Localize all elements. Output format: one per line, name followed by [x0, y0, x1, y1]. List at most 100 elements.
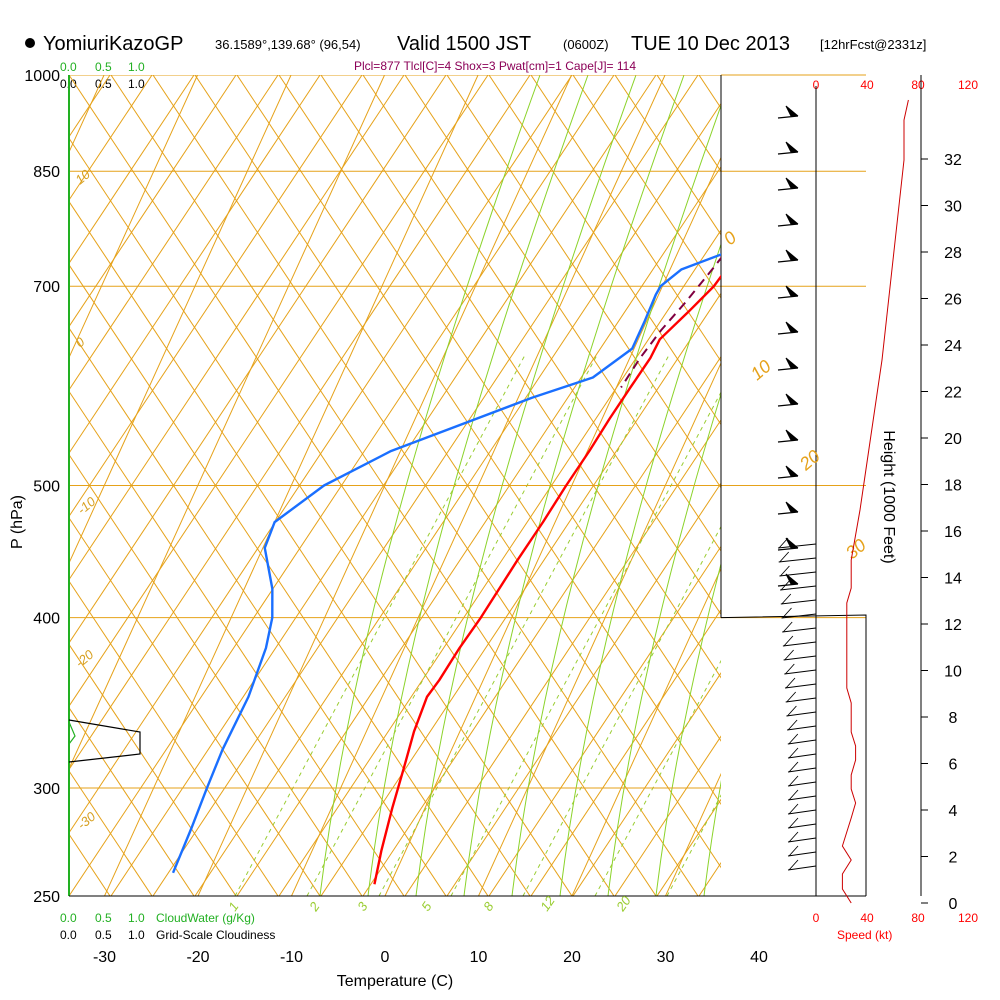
dry-adiabat-line [488, 75, 721, 426]
mixing-ratio-line [306, 354, 598, 896]
mixing-ratio-line [450, 391, 721, 896]
wind-barb-flag [785, 285, 799, 297]
mixing-ratio-label: 8 [480, 899, 497, 914]
dry-adiabat-label: 20 [795, 446, 824, 475]
isotherm-line [69, 75, 199, 359]
pressure-tick-label: 500 [33, 479, 60, 496]
station-coords: 36.1589°,139.68° (96,54) [215, 37, 361, 52]
wind-barb-flag [785, 393, 799, 405]
cloudwater-bottom-tick: 0.0 [60, 911, 77, 925]
y-axis-title: P (hPa) [9, 495, 26, 549]
wind-barb-flag [788, 733, 799, 745]
dry-adiabat-label: 30 [842, 535, 870, 563]
height-tick-label: 8 [949, 710, 958, 727]
plot-frame [68, 74, 922, 897]
wind-barb-shaft [780, 585, 817, 591]
cloudiness-bottom-tick: 1.0 [128, 928, 145, 942]
wind-barb-flag [785, 429, 799, 441]
wind-barb-flag [780, 579, 791, 591]
temperature-tick-label: 20 [563, 949, 581, 966]
dry-adiabat-label: -10 [74, 493, 99, 517]
wind-barb-flag [785, 105, 799, 117]
mixing-ratio-label: 3 [354, 899, 371, 914]
height-tick-label: 4 [949, 803, 958, 820]
wind-barb-flag [780, 565, 790, 577]
temperature-tick-label: -30 [93, 949, 116, 966]
wind-barbs [777, 99, 909, 904]
cloud-scale-bottom: 0.0 0.5 1.0 CloudWater (g/Kg) 0.0 0.5 1.… [60, 911, 275, 942]
height-axis-title: Height (1000 Feet) [880, 430, 897, 563]
forecast-label: [12hrFcst@2331z] [820, 37, 926, 52]
wind-barb-flag [778, 537, 789, 549]
wind-barb-flag [788, 817, 799, 829]
wind-barb-shaft [784, 683, 817, 689]
cloudwater-top-tick: 0.5 [95, 60, 112, 74]
wind-barb-shaft [787, 865, 817, 871]
wind-barb-shaft [782, 641, 817, 647]
wind-barb-flag [788, 831, 799, 843]
speed-top-tick: 40 [860, 78, 874, 92]
dry-adiabat-line [530, 608, 721, 896]
mixing-ratio-label: 2 [306, 899, 323, 915]
speed-bottom-tick: 80 [911, 911, 925, 925]
height-tick-label: 0 [949, 896, 958, 913]
chart-header: YomiuriKazoGP 36.1589°,139.68° (96,54) V… [25, 33, 926, 73]
wind-barb-flag [788, 859, 799, 871]
wind-barb-shaft [784, 669, 817, 675]
cloudiness-profile [68, 719, 141, 763]
wind-barb-shaft [787, 823, 817, 829]
wind-barb-flag [781, 593, 792, 605]
height-tick-label: 12 [944, 617, 962, 634]
speed-bottom-tick: 40 [860, 911, 874, 925]
temperature-tick-label: -10 [280, 949, 303, 966]
dry-adiabat-line [69, 706, 195, 896]
wind-barb-shaft [777, 259, 799, 263]
temperature-tick-label: 0 [381, 949, 390, 966]
pressure-tick-label: 1000 [24, 68, 60, 85]
height-tick-label: 2 [949, 850, 958, 867]
isotherm-line [571, 567, 721, 896]
mixing-ratio-line [378, 354, 670, 896]
wind-barb-flag [783, 635, 794, 647]
wind-barb-flag [785, 501, 799, 513]
wind-barb-shaft [778, 557, 817, 563]
isotherm-line [853, 75, 1000, 896]
pressure-tick-label: 300 [33, 781, 60, 798]
pressure-tick-label: 400 [33, 611, 60, 628]
wind-barb-shaft [783, 655, 817, 661]
wind-barb-shaft [777, 475, 799, 479]
height-tick-label: 30 [944, 199, 962, 216]
wind-barb-shaft [781, 613, 817, 619]
cloudwater-label: CloudWater (g/Kg) [156, 911, 255, 925]
wind-barb-shaft [786, 711, 817, 717]
wind-barb-flag [784, 649, 794, 661]
wind-barb-shaft [777, 583, 799, 587]
wind-barb-shaft [777, 547, 799, 551]
cloudwater-bottom-tick: 0.5 [95, 911, 112, 925]
dry-adiabat-label: 10 [747, 356, 775, 384]
station-name: YomiuriKazoGP [43, 33, 183, 55]
speed-bottom-tick: 120 [958, 911, 978, 925]
wind-barb-shaft [777, 367, 799, 371]
speed-top-tick: 80 [911, 78, 925, 92]
temperature-line [373, 274, 721, 885]
cloudiness-top-tick: 1.0 [128, 77, 145, 91]
wind-barb-flag [788, 775, 799, 787]
wind-barb-shaft [777, 115, 799, 119]
height-tick-label: 32 [944, 152, 962, 169]
cloudiness-bottom-tick: 0.0 [60, 928, 77, 942]
height-tick-label: 24 [944, 338, 962, 355]
wind-barb-shaft [787, 851, 817, 857]
dry-adiabat-line [614, 735, 721, 896]
wind-speed-profile [841, 99, 909, 904]
cloudwater-top-tick: 0.0 [60, 60, 77, 74]
wind-barb-shaft [787, 767, 817, 773]
height-tick-label: 10 [944, 664, 962, 681]
height-tick-label: 28 [944, 245, 962, 262]
wind-barb-flag [788, 803, 799, 815]
dry-adiabat-line [69, 580, 279, 896]
cloudwater-top-tick: 1.0 [128, 60, 145, 74]
wind-barb-flag [787, 705, 797, 717]
